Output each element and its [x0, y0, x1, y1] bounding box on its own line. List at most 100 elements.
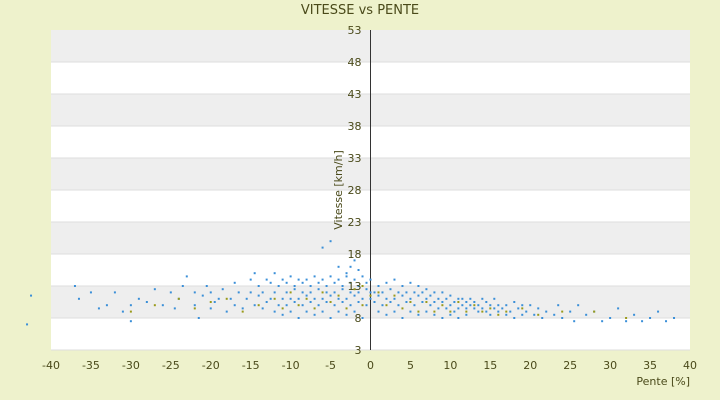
data-point — [445, 307, 448, 310]
data-point — [337, 297, 340, 300]
data-point — [257, 304, 260, 307]
x-tick-label: 20 — [523, 359, 537, 372]
data-point — [353, 310, 356, 313]
x-tick-label: 30 — [603, 359, 617, 372]
data-point — [30, 294, 33, 297]
data-point — [417, 313, 420, 316]
data-point — [153, 304, 156, 307]
x-tick-label: -10 — [282, 359, 300, 372]
data-point — [497, 304, 500, 307]
data-point — [521, 307, 524, 310]
data-point — [145, 301, 148, 303]
data-point — [573, 320, 576, 323]
data-point — [485, 301, 488, 303]
data-point — [269, 281, 272, 284]
data-point — [153, 288, 156, 291]
y-tick-label: 38 — [348, 120, 362, 133]
data-point — [321, 310, 324, 313]
data-point — [353, 259, 356, 262]
data-point — [201, 294, 204, 297]
x-tick-label: -35 — [82, 359, 100, 372]
data-point — [261, 307, 264, 310]
data-point — [317, 288, 320, 291]
data-point — [409, 297, 412, 300]
data-point — [281, 307, 284, 310]
data-point — [505, 310, 508, 313]
data-point — [393, 310, 396, 313]
data-point — [457, 317, 460, 319]
data-point — [665, 320, 668, 323]
data-point — [281, 297, 284, 300]
data-point — [221, 288, 224, 291]
data-point — [417, 285, 420, 287]
data-point — [489, 304, 492, 307]
data-point — [209, 291, 212, 294]
data-point — [385, 281, 388, 284]
data-point — [333, 281, 336, 284]
data-point — [465, 310, 468, 313]
data-point — [293, 301, 296, 303]
data-point — [361, 317, 364, 319]
data-point — [525, 310, 528, 313]
data-point — [373, 291, 376, 294]
data-point — [357, 301, 360, 303]
data-point — [361, 297, 364, 300]
data-point — [309, 285, 312, 287]
data-point — [561, 317, 564, 319]
data-point — [305, 297, 308, 300]
data-point — [381, 291, 384, 294]
data-point — [353, 288, 356, 291]
data-point — [405, 291, 408, 294]
data-point — [453, 301, 456, 303]
data-point — [521, 313, 524, 316]
data-point — [429, 294, 432, 297]
data-point — [461, 304, 464, 307]
x-tick-label: -5 — [325, 359, 336, 372]
data-point — [357, 269, 360, 271]
data-point — [361, 275, 364, 278]
data-point — [365, 288, 368, 291]
data-point — [377, 294, 380, 297]
data-point — [333, 304, 336, 307]
data-point — [313, 307, 316, 310]
data-point — [169, 291, 172, 294]
data-point — [557, 304, 560, 307]
data-point — [393, 278, 396, 281]
data-point — [129, 310, 132, 313]
data-point — [457, 301, 460, 303]
data-point — [369, 278, 372, 281]
data-point — [233, 304, 236, 307]
data-point — [341, 301, 344, 303]
data-point — [289, 291, 292, 294]
data-point — [421, 301, 424, 303]
data-point — [625, 320, 628, 323]
data-point — [425, 301, 428, 303]
data-point — [329, 294, 332, 297]
data-point — [301, 291, 304, 294]
data-point — [277, 285, 280, 287]
data-point — [513, 301, 516, 303]
data-point — [253, 272, 256, 275]
data-point — [161, 304, 164, 307]
y-tick-label: 28 — [348, 184, 362, 197]
data-point — [297, 317, 300, 319]
data-point — [561, 310, 564, 313]
data-point — [445, 297, 448, 300]
data-point — [489, 313, 492, 316]
data-point — [481, 310, 484, 313]
data-point — [289, 310, 292, 313]
data-point — [381, 304, 384, 307]
data-point — [433, 291, 436, 294]
data-point — [401, 285, 404, 287]
data-point — [469, 297, 472, 300]
data-point — [317, 281, 320, 284]
data-point — [417, 310, 420, 313]
data-point — [673, 317, 676, 319]
data-point — [321, 246, 324, 249]
data-point — [225, 297, 228, 300]
data-point — [249, 278, 252, 281]
data-point — [405, 301, 408, 303]
data-point — [465, 301, 468, 303]
